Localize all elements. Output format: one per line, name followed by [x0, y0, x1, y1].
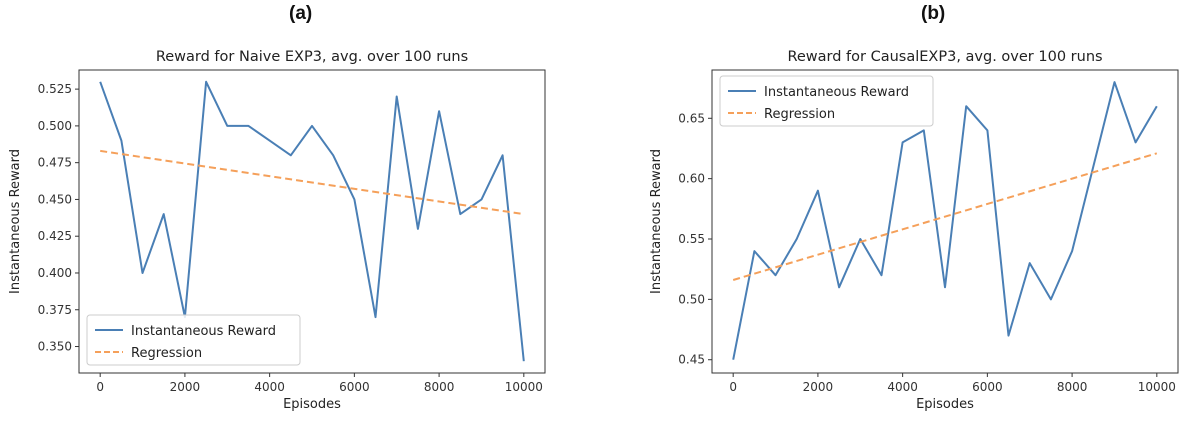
legend: Instantaneous Reward Regression [86, 314, 301, 366]
plot-frame [78, 69, 546, 374]
x-tick-label: 4000 [254, 380, 285, 394]
series-line-regression [100, 149, 524, 216]
x-tick-label: 8000 [424, 380, 455, 394]
legend-label: Instantaneous Reward [131, 324, 276, 339]
y-axis-label: Instantaneous Reward [649, 149, 664, 294]
y-axis-label: Instantaneous Reward [8, 149, 23, 294]
legend: Instantaneous Reward Regression [719, 75, 934, 127]
chart-b: Reward for CausalEXP3, avg. over 100 run… [649, 49, 1179, 412]
x-axis-label: Episodes [916, 397, 974, 412]
x-tick-label: 4000 [887, 380, 918, 394]
legend-label: Regression [764, 107, 835, 122]
x-tick-label: 0 [729, 380, 737, 394]
y-tick-label: 0.375 [38, 303, 72, 317]
series-line-instantaneous-reward [99, 80, 525, 362]
x-tick-label: 0 [96, 380, 104, 394]
x-tick-label: 10000 [505, 380, 543, 394]
y-tick-label: 0.450 [38, 192, 72, 206]
x-tick-label: 2000 [170, 380, 201, 394]
legend-box [719, 75, 934, 127]
legend-label: Regression [131, 346, 202, 361]
y-tick-label: 0.525 [38, 82, 72, 96]
y-tick-label: 0.45 [678, 353, 705, 367]
panel-label-a: (a) [289, 3, 313, 24]
series-line-instantaneous-reward [732, 81, 1158, 360]
chart-a: Reward for Naive EXP3, avg. over 100 run… [8, 49, 546, 412]
chart-title: Reward for CausalEXP3, avg. over 100 run… [787, 49, 1102, 65]
x-tick-label: 2000 [803, 380, 834, 394]
x-tick-label: 10000 [1138, 380, 1176, 394]
x-tick-label: 6000 [972, 380, 1003, 394]
y-tick-label: 0.475 [38, 156, 72, 170]
legend-box [86, 314, 301, 366]
y-tick-label: 0.400 [38, 266, 72, 280]
y-tick-label: 0.425 [38, 229, 72, 243]
plot-frame [711, 69, 1179, 374]
series-line-regression [732, 152, 1158, 281]
x-tick-label: 8000 [1057, 380, 1088, 394]
y-tick-label: 0.50 [678, 292, 705, 306]
y-tick-label: 0.55 [678, 232, 705, 246]
y-tick-label: 0.60 [678, 172, 705, 186]
y-tick-label: 0.65 [678, 111, 705, 125]
panel-label-b: (b) [921, 3, 946, 24]
y-tick-label: 0.350 [38, 340, 72, 354]
legend-label: Instantaneous Reward [764, 85, 909, 100]
chart-title: Reward for Naive EXP3, avg. over 100 run… [156, 49, 468, 65]
x-tick-label: 6000 [339, 380, 370, 394]
x-axis-label: Episodes [283, 397, 341, 412]
y-tick-label: 0.500 [38, 119, 72, 133]
